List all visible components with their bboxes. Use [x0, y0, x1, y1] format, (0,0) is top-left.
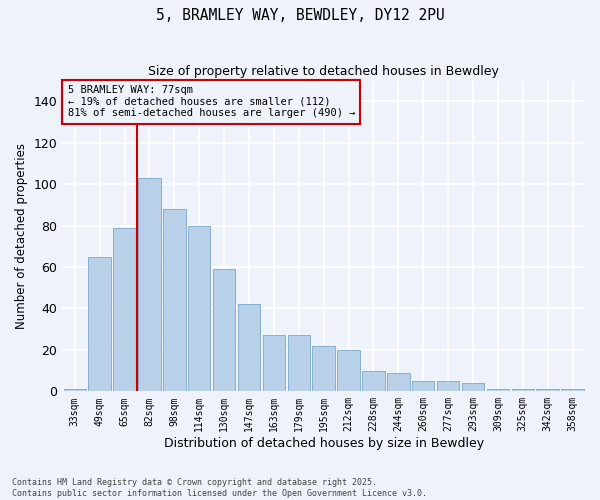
Text: Contains HM Land Registry data © Crown copyright and database right 2025.
Contai: Contains HM Land Registry data © Crown c… — [12, 478, 427, 498]
Bar — [512, 390, 534, 392]
Bar — [163, 209, 185, 392]
Bar — [362, 370, 385, 392]
Bar — [337, 350, 360, 392]
Bar — [412, 381, 434, 392]
Bar — [213, 269, 235, 392]
Bar — [113, 228, 136, 392]
Bar — [88, 256, 111, 392]
X-axis label: Distribution of detached houses by size in Bewdley: Distribution of detached houses by size … — [164, 437, 484, 450]
Bar — [437, 381, 460, 392]
Bar — [263, 336, 285, 392]
Bar — [387, 372, 410, 392]
Bar — [238, 304, 260, 392]
Bar — [562, 390, 584, 392]
Bar — [462, 383, 484, 392]
Bar — [487, 390, 509, 392]
Bar — [536, 390, 559, 392]
Text: 5, BRAMLEY WAY, BEWDLEY, DY12 2PU: 5, BRAMLEY WAY, BEWDLEY, DY12 2PU — [155, 8, 445, 22]
Y-axis label: Number of detached properties: Number of detached properties — [15, 143, 28, 329]
Bar — [138, 178, 161, 392]
Text: 5 BRAMLEY WAY: 77sqm
← 19% of detached houses are smaller (112)
81% of semi-deta: 5 BRAMLEY WAY: 77sqm ← 19% of detached h… — [68, 85, 355, 118]
Bar — [188, 226, 211, 392]
Bar — [313, 346, 335, 392]
Bar — [287, 336, 310, 392]
Bar — [64, 390, 86, 392]
Title: Size of property relative to detached houses in Bewdley: Size of property relative to detached ho… — [148, 65, 499, 78]
